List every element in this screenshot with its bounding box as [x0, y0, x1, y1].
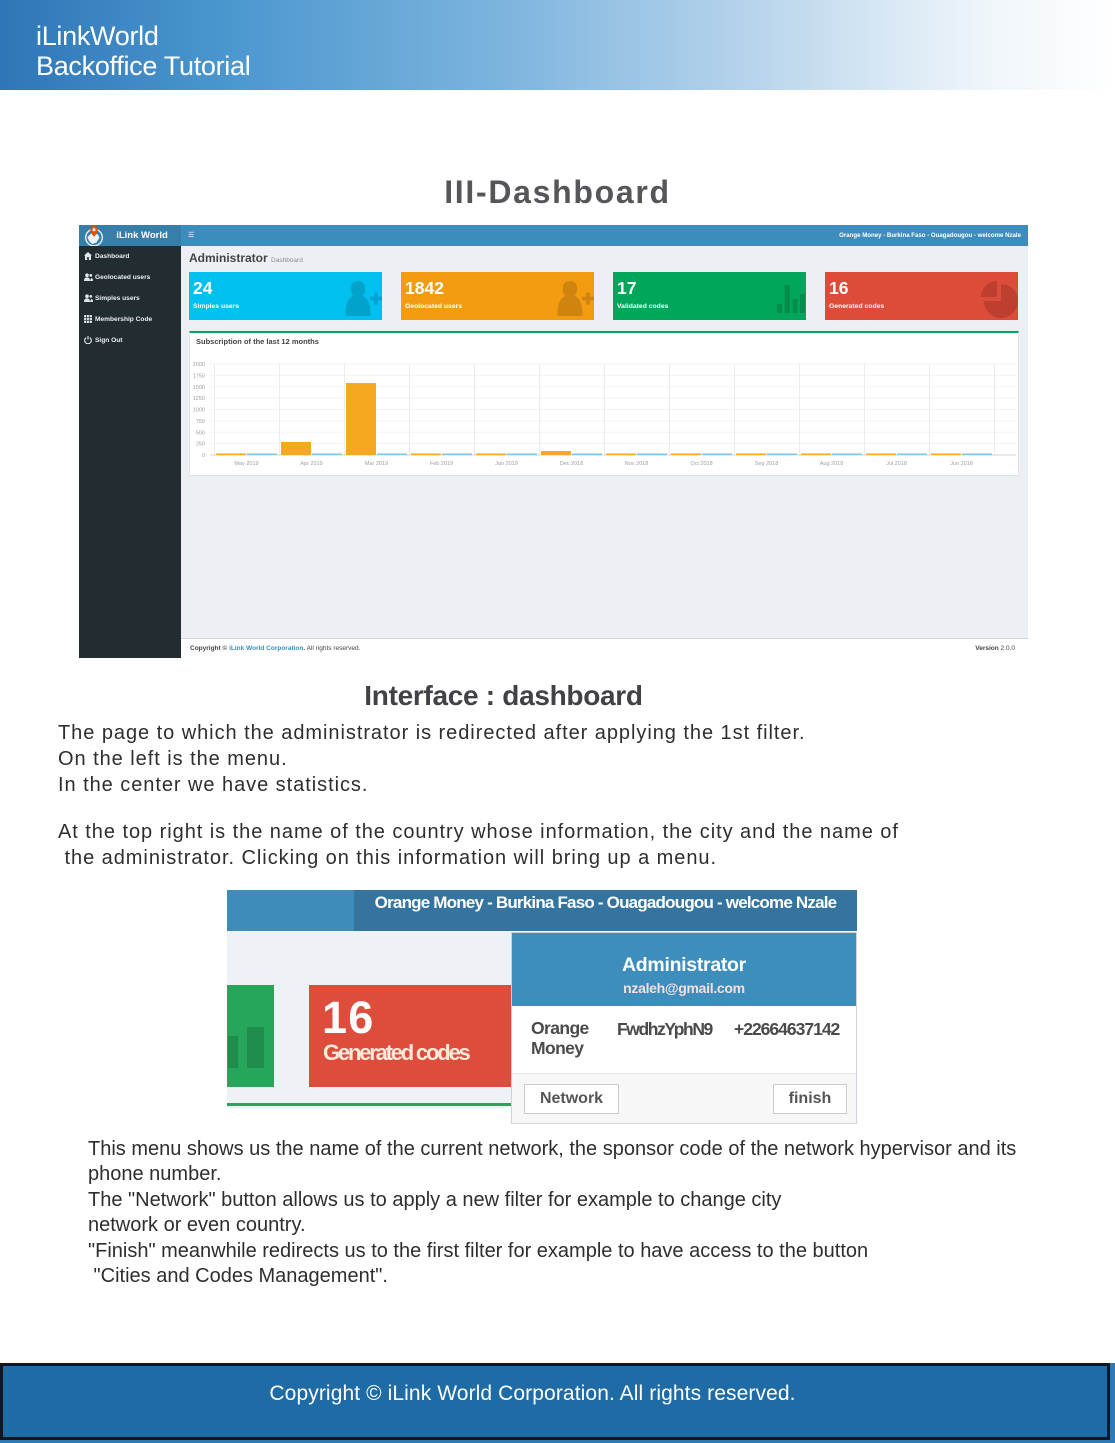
svg-text:1000: 1000	[193, 408, 205, 414]
svg-text:Jul 2018: Jul 2018	[886, 461, 907, 467]
svg-text:Sep 2018: Sep 2018	[755, 461, 779, 467]
svg-text:Apr 2019: Apr 2019	[300, 461, 322, 467]
svg-text:1500: 1500	[193, 385, 205, 391]
svg-text:Jun 2018: Jun 2018	[950, 461, 973, 467]
svg-text:Oct 2018: Oct 2018	[690, 461, 712, 467]
svg-text:1750: 1750	[193, 373, 205, 379]
svg-text:500: 500	[196, 430, 205, 436]
svg-text:Mar 2019: Mar 2019	[365, 461, 388, 467]
svg-text:Jan 2019: Jan 2019	[495, 461, 518, 467]
svg-text:Nov 2018: Nov 2018	[625, 461, 649, 467]
svg-text:May 2019: May 2019	[234, 461, 258, 467]
svg-text:Dec 2018: Dec 2018	[560, 461, 584, 467]
svg-text:0: 0	[202, 453, 205, 459]
svg-text:250: 250	[196, 442, 205, 448]
svg-text:Feb 2019: Feb 2019	[430, 461, 453, 467]
svg-text:Aug 2018: Aug 2018	[820, 461, 844, 467]
svg-text:750: 750	[196, 419, 205, 425]
svg-text:1250: 1250	[193, 396, 205, 402]
svg-text:2000: 2000	[193, 362, 205, 368]
